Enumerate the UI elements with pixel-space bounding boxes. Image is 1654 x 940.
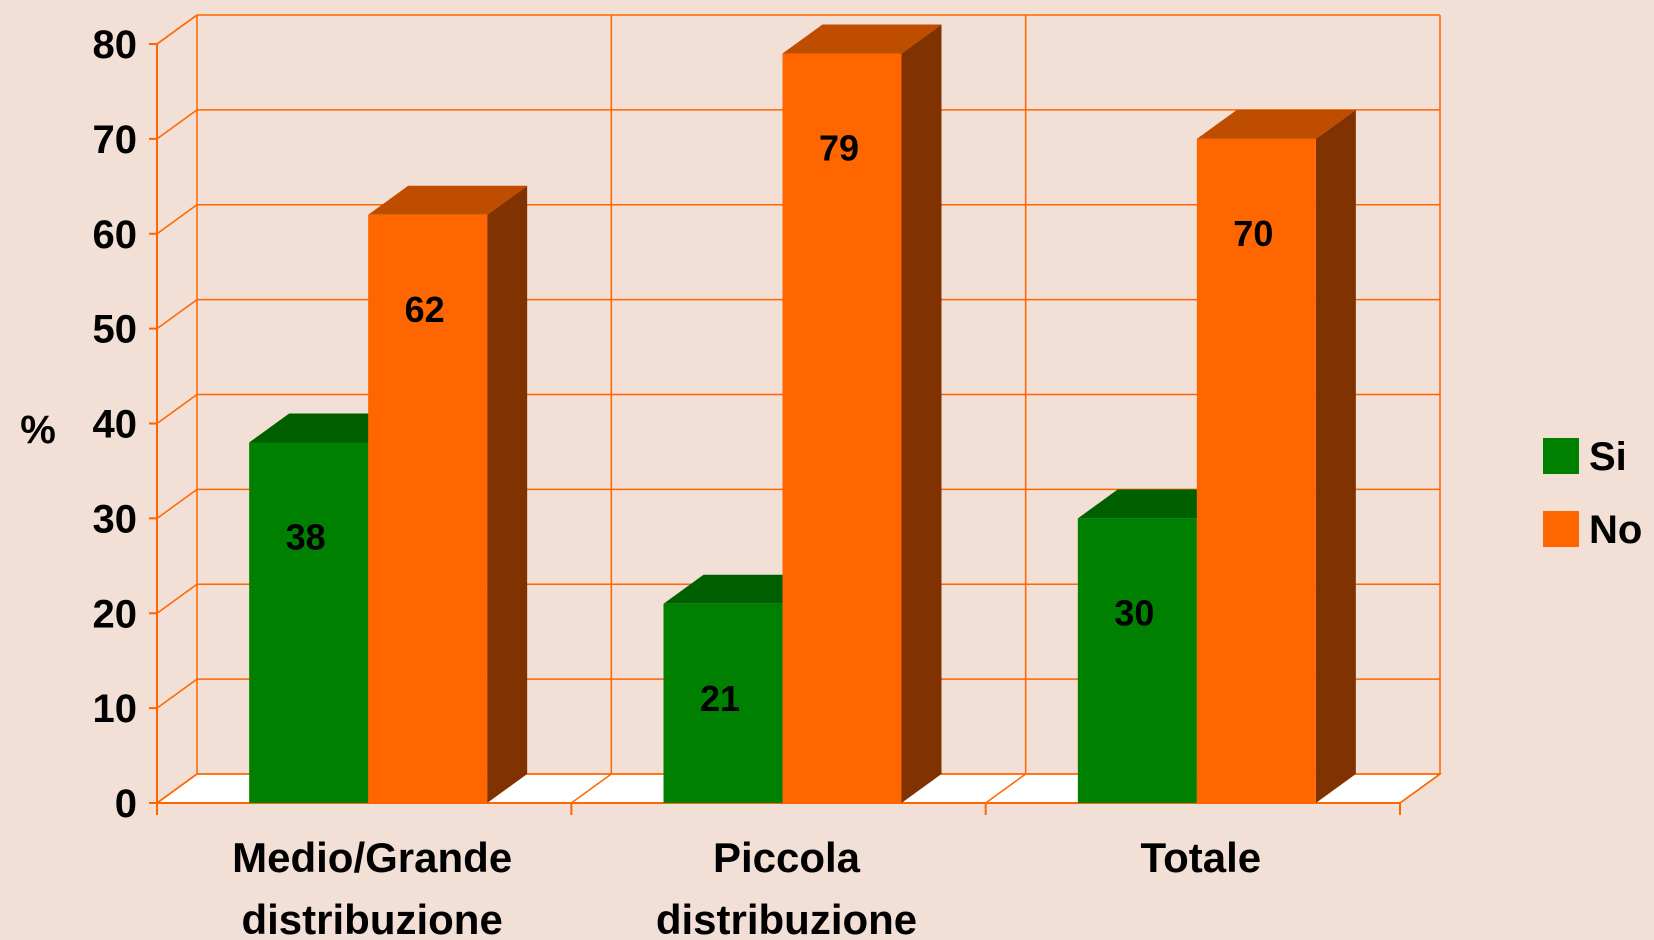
floor-divider xyxy=(570,773,612,804)
bar-top xyxy=(1196,109,1356,139)
y-tick-label: 70 xyxy=(93,118,138,162)
y-axis-label: % xyxy=(20,408,56,452)
data-label: 38 xyxy=(286,516,326,557)
floor-divider xyxy=(1399,773,1441,804)
x-category-label: distribuzione xyxy=(241,896,502,940)
x-category-label: Piccola xyxy=(713,834,861,881)
gridline-side xyxy=(156,678,198,709)
y-tick-label: 40 xyxy=(93,403,138,447)
gridline-side xyxy=(156,299,198,330)
y-axis-top xyxy=(156,14,198,45)
bar-si-1 xyxy=(663,603,783,803)
gridline-side xyxy=(156,583,198,614)
chart-bars xyxy=(249,24,1356,804)
data-label: 70 xyxy=(1233,213,1273,254)
y-tick-label: 0 xyxy=(115,782,137,826)
y-tick-label: 10 xyxy=(93,687,138,731)
y-tick-label: 30 xyxy=(93,497,138,541)
bar-top xyxy=(368,185,528,215)
gridline-side xyxy=(156,204,198,235)
floor-divider xyxy=(156,773,198,804)
gridline-side xyxy=(156,488,198,519)
data-label: 30 xyxy=(1114,592,1154,633)
bar-side xyxy=(487,185,528,803)
bar-no-2 xyxy=(1196,138,1316,803)
x-category-label: Medio/Grande xyxy=(232,834,512,881)
legend-label: Si xyxy=(1589,435,1627,479)
data-labels: 38 21 30 62 79 70 xyxy=(286,127,1274,718)
y-tick-label: 80 xyxy=(93,23,138,67)
data-label: 62 xyxy=(405,289,445,330)
chart-legend: Si No xyxy=(1543,435,1642,552)
data-label: 79 xyxy=(819,127,859,168)
y-tick-label: 50 xyxy=(93,308,138,352)
bar-si-2 xyxy=(1077,518,1197,803)
gridline-side xyxy=(156,393,198,425)
bar-no-1 xyxy=(782,53,902,804)
bar-no-0 xyxy=(368,214,488,803)
bar-side xyxy=(901,24,942,804)
legend-label: No xyxy=(1589,508,1642,552)
bar-side xyxy=(1315,109,1356,803)
gridline-side xyxy=(156,109,198,140)
data-label: 21 xyxy=(700,678,740,719)
y-tick-label: 20 xyxy=(93,592,138,636)
legend-swatch xyxy=(1543,438,1579,474)
bar-si-0 xyxy=(249,442,369,803)
floor-divider xyxy=(985,773,1027,804)
bar-top xyxy=(782,24,942,54)
x-category-label: distribuzione xyxy=(656,896,917,940)
legend-swatch xyxy=(1543,511,1579,547)
x-category-label: Totale xyxy=(1141,834,1262,881)
y-tick-label: 60 xyxy=(93,213,138,257)
